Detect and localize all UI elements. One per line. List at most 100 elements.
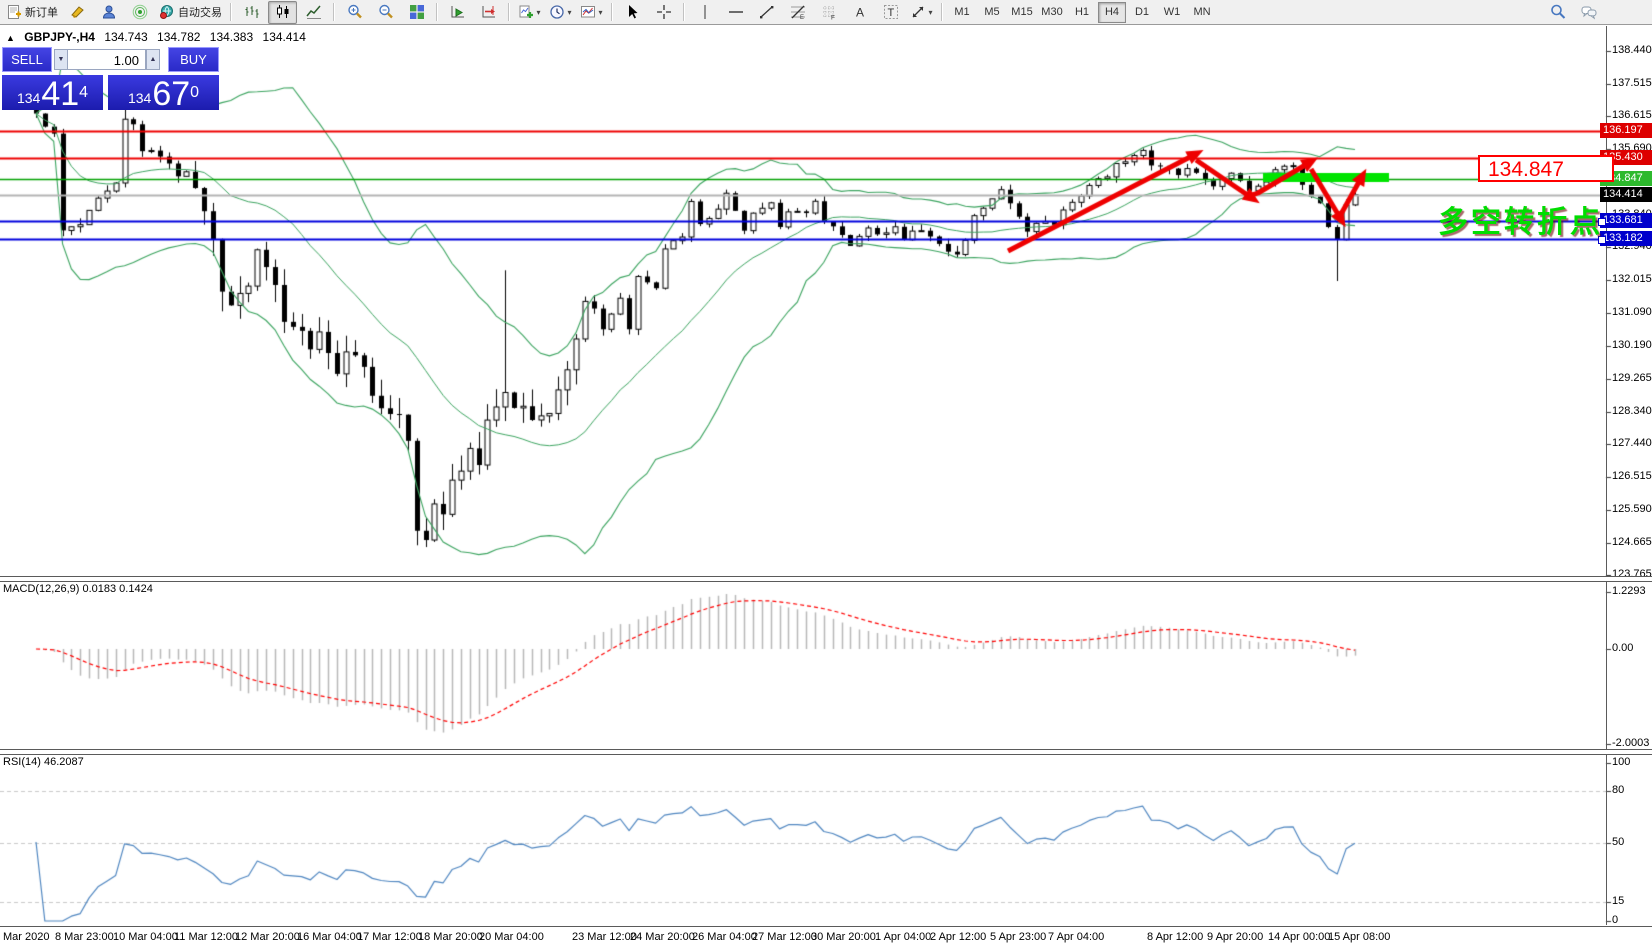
tile-windows-button[interactable] xyxy=(402,1,431,24)
profile-button[interactable] xyxy=(94,1,123,24)
time-axis[interactable]: Mar 2020 8 Mar 23:00 10 Mar 04:00 11 Mar 12… xyxy=(0,926,1652,945)
buy-price-display[interactable]: 134 67 0 xyxy=(108,75,219,113)
rsi-tick-label: 50 xyxy=(1612,836,1625,848)
funds-icon-button[interactable] xyxy=(63,1,92,24)
zoom-in-icon xyxy=(347,4,363,20)
autotrade-button[interactable]: 自动交易 xyxy=(156,1,225,24)
time-tick-label: 17 Mar 12:00 xyxy=(357,931,422,943)
template-icon xyxy=(580,4,596,20)
toolbar-separator xyxy=(611,3,613,21)
time-tick-label: 5 Apr 23:00 xyxy=(990,931,1047,943)
zoom-out-icon xyxy=(378,4,394,20)
sell-price-sup: 4 xyxy=(79,84,89,101)
dropdown-arrow-icon[interactable]: ▾ xyxy=(567,7,572,17)
sell-price-prefix: 134 xyxy=(16,90,41,106)
shapes-button[interactable]: ▾ xyxy=(907,1,936,24)
indicators-icon xyxy=(518,4,534,20)
time-tick-label: 20 Mar 04:00 xyxy=(479,931,544,943)
rsi-indicator-label: RSI(14) 46.2087 xyxy=(3,756,84,768)
turning-point-annotation[interactable]: 多空转折点 xyxy=(1438,206,1603,239)
trendline-button[interactable] xyxy=(752,1,781,24)
time-tick-label: 10 Mar 04:00 xyxy=(113,931,178,943)
time-tick-label: 27 Mar 12:00 xyxy=(752,931,817,943)
broadcast-button[interactable] xyxy=(125,1,154,24)
macd-tick-label: -2.0003 xyxy=(1612,737,1650,749)
price-callout-box[interactable]: 134.847 xyxy=(1478,155,1614,182)
vline-button[interactable] xyxy=(690,1,719,24)
auto-scroll-button[interactable] xyxy=(443,1,472,24)
templates-button[interactable]: ▾ xyxy=(577,1,606,24)
time-tick-label: 16 Mar 04:00 xyxy=(297,931,362,943)
chart-shift-button[interactable] xyxy=(474,1,503,24)
macd-indicator-label: MACD(12,26,9) 0.0183 0.1424 xyxy=(3,583,153,595)
new-order-button[interactable]: 新订单 xyxy=(3,1,61,24)
textT-icon: T xyxy=(883,4,899,20)
cursor-icon xyxy=(625,4,641,20)
timeframe-h4-button[interactable]: H4 xyxy=(1098,1,1126,23)
broadcast-icon xyxy=(132,4,148,20)
macd-tick-label: 1.2293 xyxy=(1612,585,1646,597)
label-button[interactable]: T xyxy=(876,1,905,24)
zoom-in-button[interactable] xyxy=(340,1,369,24)
grid-button[interactable]: F xyxy=(814,1,843,24)
buy-button[interactable]: BUY xyxy=(168,47,219,72)
time-tick-label: 30 Mar 20:00 xyxy=(811,931,876,943)
bar-chart-button[interactable] xyxy=(237,1,266,24)
buy-price-big: 67 xyxy=(152,75,191,113)
timeframe-m15-button[interactable]: M15 xyxy=(1011,6,1033,18)
line-drag-handle[interactable] xyxy=(1598,218,1606,226)
search-button[interactable] xyxy=(1543,1,1572,24)
gold-icon xyxy=(70,4,86,20)
trendline-icon xyxy=(759,4,775,20)
volume-increase-button[interactable]: ▲ xyxy=(146,49,160,70)
text-button[interactable]: A xyxy=(845,1,874,24)
price-tick-label: 136.615 xyxy=(1612,109,1652,121)
volume-decrease-button[interactable]: ▼ xyxy=(54,49,68,70)
line-drag-handle[interactable] xyxy=(1598,236,1606,244)
time-tick-label: 15 Apr 08:00 xyxy=(1328,931,1391,943)
chart-ohlc-header: ▲ GBPJPY-,H4 134.743 134.782 134.383 134… xyxy=(6,30,312,44)
dropdown-arrow-icon[interactable]: ▾ xyxy=(598,7,603,17)
gridf-icon: F xyxy=(821,4,837,20)
dropdown-arrow-icon[interactable]: ▾ xyxy=(536,7,541,17)
time-tick-label: 23 Mar 12:00 xyxy=(572,931,637,943)
price-axis[interactable] xyxy=(1606,26,1652,925)
rsi-window-separator[interactable] xyxy=(0,749,1652,755)
time-tick-label: 18 Mar 20:00 xyxy=(418,931,483,943)
dropdown-arrow-icon[interactable]: ▾ xyxy=(928,7,933,17)
timeframe-m1-button[interactable]: M1 xyxy=(954,6,970,18)
crosshair-button[interactable] xyxy=(649,1,678,24)
volume-input[interactable]: 1.00 xyxy=(67,49,146,70)
zoom-out-button[interactable] xyxy=(371,1,400,24)
sell-price-display[interactable]: 134 41 4 xyxy=(2,75,103,111)
fibo-button[interactable]: E xyxy=(783,1,812,24)
price-tick-label: 129.265 xyxy=(1612,372,1652,384)
sell-button[interactable]: SELL xyxy=(2,47,52,72)
price-tick-label: 132.015 xyxy=(1612,273,1652,285)
timeframe-d1-button[interactable]: D1 xyxy=(1134,6,1150,18)
indicators-button[interactable]: ▾ xyxy=(515,1,544,24)
hline-icon xyxy=(728,4,744,20)
autotrade-icon xyxy=(159,4,175,20)
price-tick-label: 124.665 xyxy=(1612,536,1652,548)
toolbar-separator xyxy=(333,3,335,21)
profile-icon xyxy=(101,4,117,20)
macd-tick-label: 0.00 xyxy=(1612,642,1634,654)
time-tick-label: 2 Apr 12:00 xyxy=(930,931,987,943)
timeframe-h1-button[interactable]: H1 xyxy=(1074,6,1090,18)
price-tick-label: 130.190 xyxy=(1612,339,1652,351)
candle-chart-button[interactable] xyxy=(268,0,297,24)
timeframe-m30-button[interactable]: M30 xyxy=(1041,6,1063,18)
periods-button[interactable]: ▾ xyxy=(546,1,575,24)
candles-icon xyxy=(275,4,291,20)
timeframe-w1-button[interactable]: W1 xyxy=(1163,6,1181,18)
line-chart-button[interactable] xyxy=(299,1,328,24)
chat-button[interactable] xyxy=(1574,1,1603,24)
timeframe-m5-button[interactable]: M5 xyxy=(984,6,1000,18)
timeframe-mn-button[interactable]: MN xyxy=(1193,6,1211,18)
hline-button[interactable] xyxy=(721,1,750,24)
price-tick-label: 127.440 xyxy=(1612,437,1652,449)
macd-window-separator[interactable] xyxy=(0,576,1652,582)
cursor-button[interactable] xyxy=(618,1,647,24)
